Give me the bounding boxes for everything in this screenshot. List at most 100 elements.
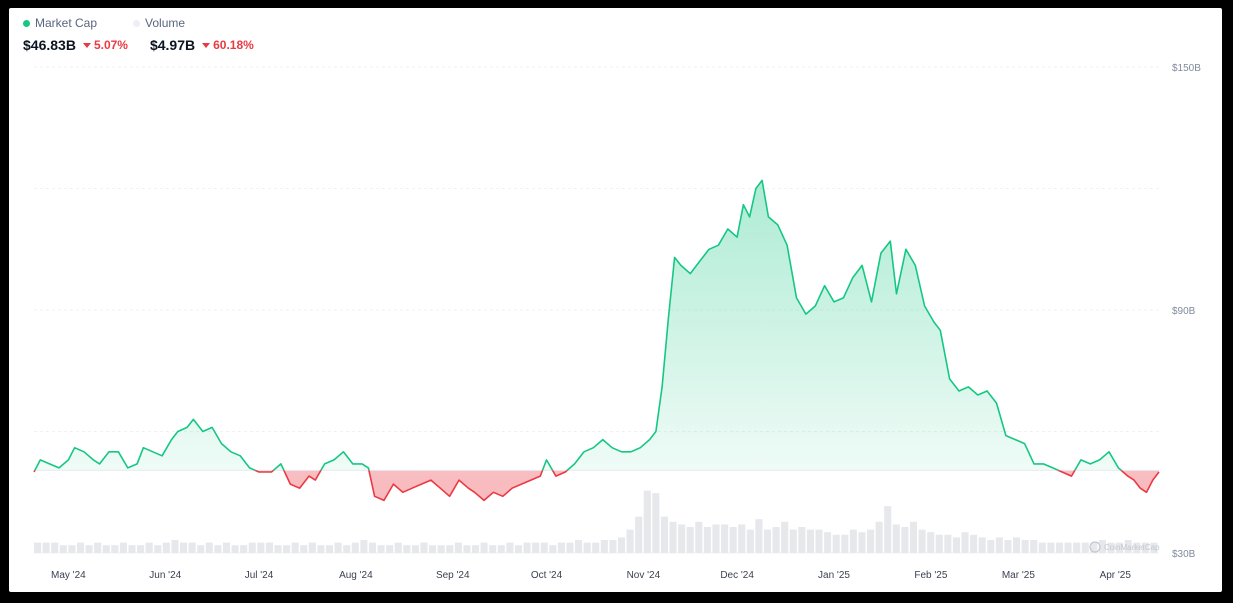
volume-bar [626,529,634,553]
volume-bar [806,529,814,553]
volume-bar [815,529,823,553]
volume-bar [343,545,351,553]
x-tick-label: Sep '24 [436,570,470,581]
volume-bar [111,545,119,553]
market-cap-change-text: 5.07% [93,38,128,52]
volume-bar [300,545,308,553]
x-tick-label: May '24 [51,570,86,581]
legend-volume[interactable]: Volume [133,16,185,30]
volume-bar [678,524,686,553]
volume-bar [34,542,42,553]
volume-bar [1124,540,1132,553]
volume-bar [446,545,454,553]
coinmarketcap-logo-icon [1089,541,1101,553]
volume-bar [566,542,574,553]
volume-bar [746,529,754,553]
stats-row: $46.83B 5.07% $4.97B 60.18% [23,37,276,53]
volume-bar [274,545,282,553]
volume-bar [171,540,179,553]
volume-bar [480,542,488,553]
volume-bar [1055,542,1064,553]
volume-bar [918,529,926,553]
volume-bar [695,521,703,553]
volume-bar [214,545,222,553]
volume-bar [841,534,849,553]
caret-down-icon [82,42,91,48]
volume-bar [961,532,969,553]
volume-bar [995,537,1003,553]
volume-bar [283,545,291,553]
volume-bar [523,542,531,553]
volume-bar [1141,542,1149,553]
market-cap-value: $46.83B [23,37,76,53]
area-fill-up [34,180,1159,471]
volume-bar [669,521,677,553]
volume-bar [248,542,256,553]
volume-bar [420,542,428,553]
volume-bar [875,521,883,553]
legend-market-cap[interactable]: Market Cap [23,16,97,30]
volume-bar [325,545,334,553]
volume-bar [789,529,797,553]
volume-bar [154,545,162,553]
volume-bar [205,542,213,553]
x-axis: May '24 Jun '24 Jul '24 Aug '24 Sep '24 Oct '… [51,570,1131,581]
volume-bar [308,542,316,553]
y-tick-label: $150B [1172,63,1201,74]
area-fill-down [34,470,1159,501]
volume-bar [394,542,402,553]
market-cap-chart[interactable]: $30B $90B $150B May '24 Jun '24 Jul '24 Aug '… [9,8,1222,592]
x-tick-label: Nov '24 [627,570,661,581]
volume-bar [76,542,85,553]
volume-bar [909,521,918,553]
x-tick-label: Feb '25 [914,570,947,581]
volume-bar [1021,540,1029,553]
volume-bar [386,545,394,553]
volume-bar [660,516,668,553]
legend-volume-label: Volume [145,16,186,30]
volume-bar [1073,542,1081,553]
volume-bar [291,542,299,553]
volume-bar [145,542,153,553]
volume-bar [867,529,875,553]
volume-bar [557,542,565,553]
volume-bar [1038,542,1046,553]
volume-bar [987,540,995,553]
volume-bar [952,537,960,553]
volume-bar [583,542,591,553]
volume-bar [1004,540,1012,553]
volume-bar [368,542,377,553]
market-cap-stat: $46.83B 5.07% [23,37,128,53]
volume-bar [712,524,720,553]
volume-bar [781,521,789,553]
volume-bar [532,542,540,553]
market-cap-dot-icon [23,19,30,27]
volume-change: 60.18% [202,38,254,52]
volume-bar [755,519,763,553]
volume-bar [222,542,231,553]
volume-bar [721,524,729,553]
volume-bar [635,516,643,553]
volume-bar [978,537,986,553]
volume-bar [317,545,325,553]
volume-bar [85,545,93,553]
market-cap-area [33,179,1160,502]
volume-bar [119,542,127,553]
volume-bar [1098,540,1106,553]
y-axis: $30B $90B $150B [1172,63,1201,560]
volume-bar [1116,542,1124,553]
volume-bar [463,545,471,553]
volume-bar [437,545,445,553]
volume-bar [51,542,59,553]
volume-bar [935,534,943,553]
x-tick-label: Aug '24 [339,570,373,581]
volume-bar [944,534,952,553]
volume-bar [686,527,694,553]
volume-bar [257,542,265,553]
volume-bar [454,542,462,553]
legend-market-cap-label: Market Cap [35,16,98,30]
volume-bar [188,542,196,553]
volume-bar [1150,542,1158,553]
volume-bar [772,527,780,553]
volume-bar [497,545,505,553]
